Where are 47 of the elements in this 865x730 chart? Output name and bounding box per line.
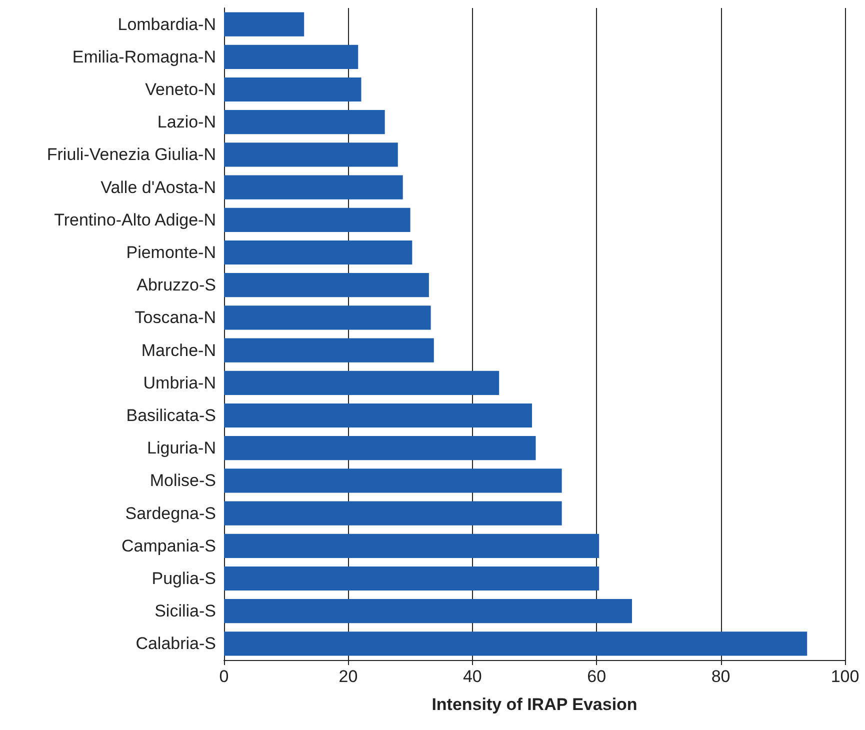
bar	[224, 338, 434, 362]
y-tick-label: Basilicata-S	[126, 406, 216, 425]
bar	[224, 370, 500, 395]
y-tick-label: Lombardia-N	[118, 14, 216, 34]
y-tick-label: Calabria-S	[136, 634, 216, 654]
y-tick-label: Sardegna-S	[125, 504, 216, 523]
bar	[224, 44, 358, 69]
y-tick-label: Emilia-Romagna-N	[72, 47, 216, 66]
x-tick-label: 20	[338, 667, 358, 686]
y-tick-label: Trentino-Alto Adige-N	[54, 210, 216, 230]
y-tick-label: Abruzzo-S	[136, 276, 216, 295]
y-tick-label: Valle d'Aosta-N	[100, 178, 216, 197]
y-tick-label: Piemonte-N	[126, 243, 216, 262]
bar	[224, 12, 304, 36]
y-tick-label: Veneto-N	[145, 80, 216, 99]
y-tick-label: Toscana-N	[134, 308, 216, 328]
y-tick-label: Molise-S	[150, 471, 216, 490]
x-tick-label: 60	[587, 667, 606, 686]
bar	[224, 175, 403, 200]
x-axis-title: Intensity of IRAP Evasion	[432, 695, 638, 714]
y-tick-label: Lazio-N	[157, 112, 216, 132]
bar	[224, 501, 562, 526]
y-tick-label: Sicilia-S	[154, 602, 216, 621]
bar	[224, 77, 362, 102]
x-tick-label: 100	[830, 667, 860, 686]
y-tick-label: Friuli-Venezia Giulia-N	[46, 145, 216, 164]
y-tick-label: Umbria-N	[143, 373, 216, 392]
x-tick-label: 0	[219, 667, 229, 686]
bar	[224, 599, 632, 624]
bar	[224, 142, 398, 167]
y-tick-label: Liguria-N	[147, 438, 216, 458]
x-tick-label: 80	[711, 667, 730, 686]
bar	[224, 208, 410, 232]
bar	[224, 403, 532, 428]
bar	[224, 534, 600, 558]
y-tick-label: Marche-N	[141, 340, 216, 360]
bar	[224, 273, 429, 298]
bar	[224, 566, 600, 591]
bar	[224, 468, 562, 493]
bar	[224, 306, 431, 330]
y-tick-label: Puglia-S	[152, 569, 216, 588]
x-tick-label: 40	[462, 667, 482, 686]
bar	[224, 110, 385, 134]
bar	[224, 632, 808, 656]
bar	[224, 240, 412, 265]
y-tick-label: Campania-S	[122, 536, 216, 556]
bar	[224, 436, 536, 460]
